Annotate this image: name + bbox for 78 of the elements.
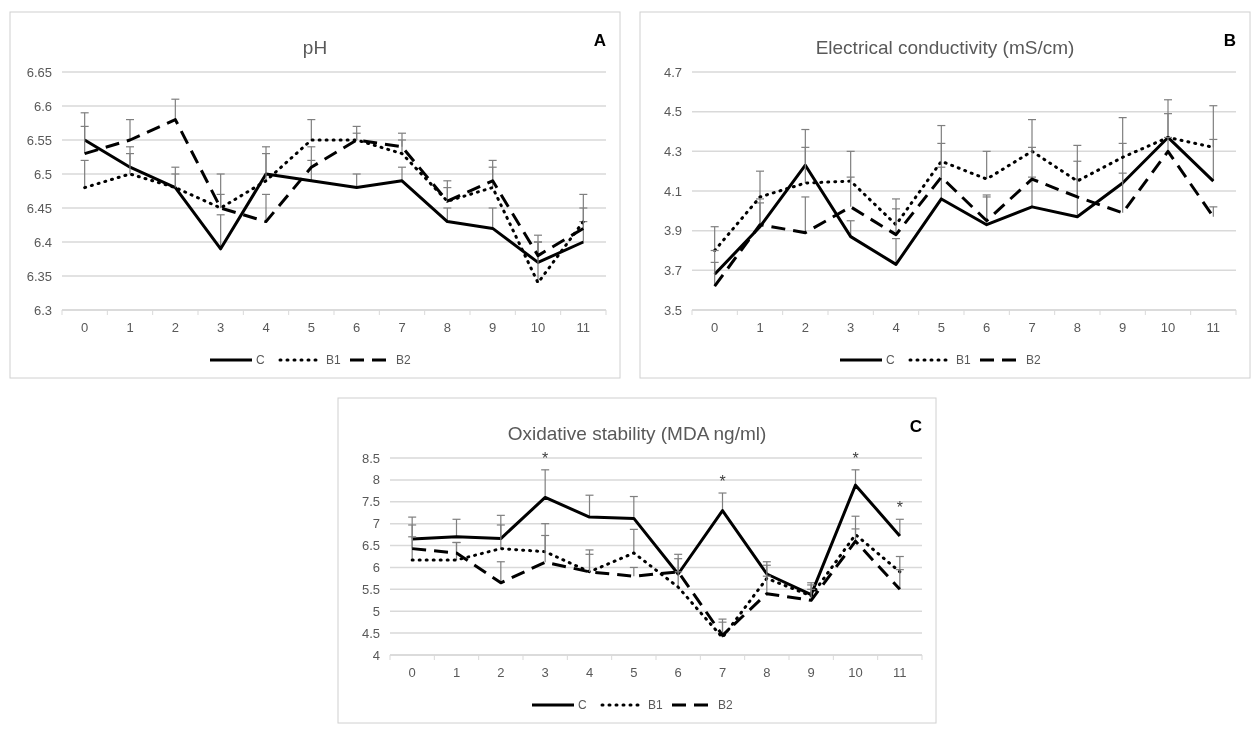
text: C xyxy=(909,417,922,436)
x-tick-label: 8 xyxy=(1073,320,1081,335)
y-tick-label: 7.5 xyxy=(361,494,380,510)
x-tick-label: 0 xyxy=(711,320,719,335)
x-tick-label: 10 xyxy=(530,320,546,335)
y-tick-label: 5.5 xyxy=(361,581,380,597)
y-tick-label: 6.5 xyxy=(361,538,380,554)
legend-label: B2 xyxy=(1026,353,1041,368)
chart-title: pH xyxy=(302,37,328,58)
x-tick-label: 4 xyxy=(262,320,270,335)
x-tick-label: 7 xyxy=(398,320,406,335)
x-tick-label: 5 xyxy=(937,320,945,335)
x-tick-label: 4 xyxy=(892,320,900,335)
x-tick-label: 10 xyxy=(1160,320,1176,335)
x-tick-label: 2 xyxy=(497,665,505,680)
x-tick-label: 9 xyxy=(489,320,497,335)
chart-title: Oxidative stability (MDA ng/ml) xyxy=(507,423,767,444)
annotation: * xyxy=(896,499,903,517)
y-tick-label: 4.1 xyxy=(663,183,682,199)
annotation: * xyxy=(542,449,549,467)
x-tick-label: 1 xyxy=(756,320,764,335)
text: A xyxy=(593,31,606,50)
chart-title: Electrical conductivity (mS/cm) xyxy=(815,37,1075,58)
legend-label: B1 xyxy=(326,353,341,368)
x-tick-label: 6 xyxy=(983,320,991,335)
text: B xyxy=(1223,31,1236,50)
y-tick-label: 6.6 xyxy=(33,98,52,114)
y-tick-label: 4 xyxy=(372,647,380,663)
y-tick-label: 3.7 xyxy=(663,262,682,278)
x-tick-label: 9 xyxy=(807,665,815,680)
x-tick-label: 4 xyxy=(585,665,594,680)
x-tick-label: 8 xyxy=(443,320,451,335)
y-tick-label: 4.5 xyxy=(361,625,380,641)
y-tick-label: 7 xyxy=(372,516,380,532)
x-tick-label: 10 xyxy=(848,665,863,680)
legend-label: C xyxy=(256,353,265,368)
y-tick-label: 6.3 xyxy=(33,302,52,318)
x-tick-label: 3 xyxy=(217,320,225,335)
annotation: * xyxy=(852,449,859,467)
y-tick-label: 6.65 xyxy=(26,64,52,80)
legend-label: B1 xyxy=(956,353,971,368)
x-tick-label: 1 xyxy=(126,320,134,335)
y-tick-label: 5 xyxy=(372,603,380,619)
y-tick-label: 6 xyxy=(372,559,380,575)
y-tick-label: 8 xyxy=(372,472,380,488)
legend-label: B1 xyxy=(648,698,663,713)
y-tick-label: 3.5 xyxy=(663,302,682,318)
x-tick-label: 1 xyxy=(452,665,461,680)
y-tick-label: 6.45 xyxy=(26,200,52,216)
legend-label: B2 xyxy=(396,353,411,368)
x-tick-label: 3 xyxy=(541,665,549,680)
legend-label: B2 xyxy=(718,698,733,713)
x-tick-label: 0 xyxy=(408,665,416,680)
x-tick-label: 0 xyxy=(81,320,89,335)
y-tick-label: 6.5 xyxy=(33,166,52,182)
x-tick-label: 7 xyxy=(1028,320,1036,335)
x-tick-label: 11 xyxy=(1206,320,1221,335)
x-tick-label: 5 xyxy=(630,665,638,680)
y-tick-label: 4.5 xyxy=(663,104,682,120)
x-tick-label: 5 xyxy=(307,320,315,335)
x-tick-label: 9 xyxy=(1119,320,1127,335)
x-tick-label: 11 xyxy=(893,665,907,680)
legend-label: C xyxy=(886,353,895,368)
y-tick-label: 8.5 xyxy=(361,450,380,466)
y-tick-label: 3.9 xyxy=(663,223,682,239)
y-tick-label: 6.35 xyxy=(26,268,52,284)
x-tick-label: 2 xyxy=(801,320,809,335)
y-tick-label: 4.3 xyxy=(663,143,682,159)
x-tick-label: 3 xyxy=(847,320,855,335)
y-tick-label: 6.4 xyxy=(33,234,52,250)
legend-label: C xyxy=(578,698,587,713)
x-tick-label: 2 xyxy=(171,320,179,335)
annotation: * xyxy=(719,473,726,491)
x-tick-label: 11 xyxy=(576,320,591,335)
y-tick-label: 4.7 xyxy=(663,64,682,80)
y-tick-label: 6.55 xyxy=(26,132,52,148)
x-tick-label: 8 xyxy=(763,665,771,680)
x-tick-label: 7 xyxy=(718,665,727,680)
